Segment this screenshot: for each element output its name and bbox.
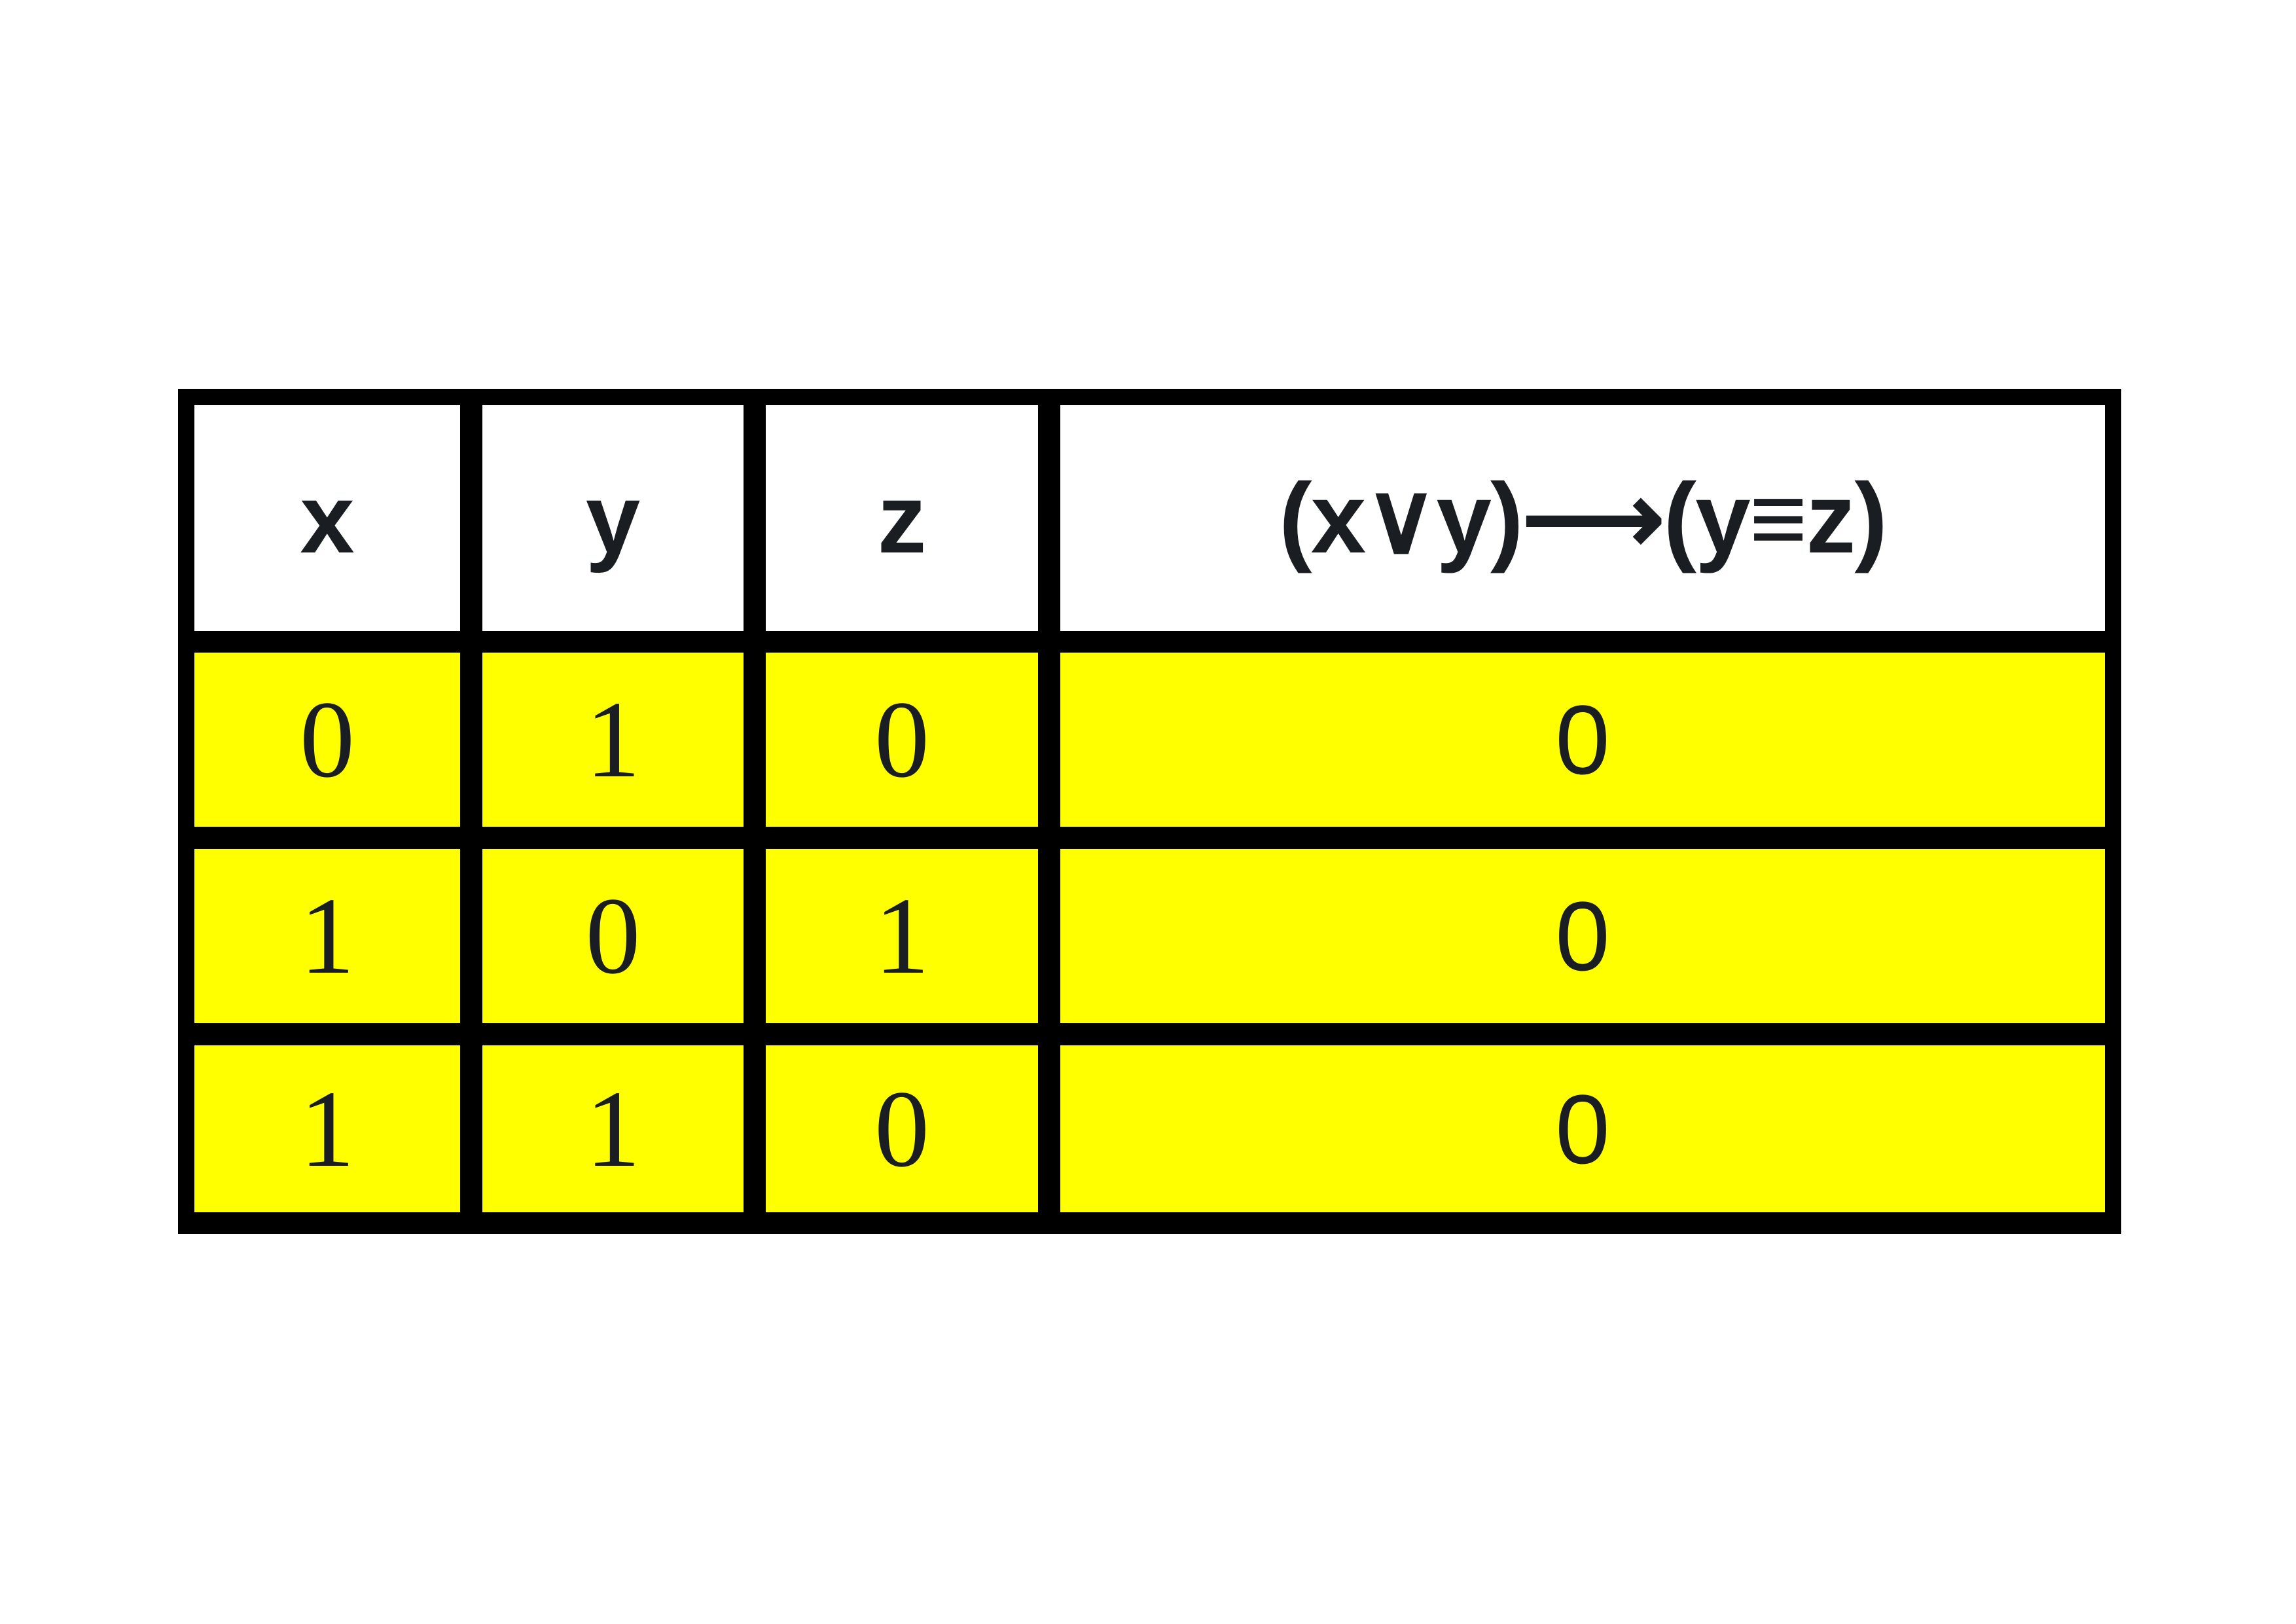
column-divider-2 <box>744 1045 766 1212</box>
table-row: 0 <box>194 653 460 827</box>
table-row: 1 <box>194 849 460 1023</box>
table-row: 1 <box>766 849 1038 1023</box>
row-divider-1-2 <box>482 827 744 849</box>
row-divider-1-3 <box>766 827 1038 849</box>
column-divider-3 <box>1038 1045 1060 1212</box>
row-divider-1-j1 <box>460 827 482 849</box>
row-divider-1-j2 <box>744 827 766 849</box>
column-divider-1 <box>460 1045 482 1212</box>
table-row: 1 <box>482 653 744 827</box>
column-divider-1 <box>460 653 482 827</box>
truth-table: x y z (x∨y)⟶(y≡z) 0 1 0 0 1 <box>178 389 2121 1234</box>
table-header-cell-formula: (x∨y)⟶(y≡z) <box>1060 405 2105 631</box>
row-divider-1 <box>194 827 460 849</box>
row-divider-1-j3 <box>1038 827 1060 849</box>
row-divider-header-3 <box>766 631 1038 653</box>
row-divider-1-4 <box>1060 827 2105 849</box>
row-divider-2-j1 <box>460 1023 482 1045</box>
row-divider-header-j2 <box>744 631 766 653</box>
column-divider-2 <box>744 405 766 631</box>
row-divider-header-j3 <box>1038 631 1060 653</box>
table-header-cell-y: y <box>482 405 744 631</box>
column-divider-1 <box>460 405 482 631</box>
row-divider-2-j2 <box>744 1023 766 1045</box>
column-divider-1 <box>460 849 482 1023</box>
table-row: 0 <box>766 1045 1038 1212</box>
row-divider-2-j3 <box>1038 1023 1060 1045</box>
table-header-cell-z: z <box>766 405 1038 631</box>
column-divider-2 <box>744 653 766 827</box>
truth-table-grid: x y z (x∨y)⟶(y≡z) 0 1 0 0 1 <box>178 389 2121 1234</box>
row-divider-2-3 <box>766 1023 1038 1045</box>
table-row: 1 <box>194 1045 460 1212</box>
table-row: 0 <box>1060 653 2105 827</box>
row-divider-header-4 <box>1060 631 2105 653</box>
column-divider-2 <box>744 849 766 1023</box>
column-divider-3 <box>1038 653 1060 827</box>
column-divider-3 <box>1038 849 1060 1023</box>
row-divider-2-4 <box>1060 1023 2105 1045</box>
table-row: 0 <box>482 849 744 1023</box>
table-row: 1 <box>482 1045 744 1212</box>
row-divider-header-2 <box>482 631 744 653</box>
formula-expression: (x∨y)⟶(y≡z) <box>1279 462 1888 574</box>
row-divider-header-j1 <box>460 631 482 653</box>
row-divider-2-2 <box>482 1023 744 1045</box>
table-row: 0 <box>1060 849 2105 1023</box>
row-divider-header <box>194 631 460 653</box>
table-row: 0 <box>1060 1045 2105 1212</box>
table-row: 0 <box>766 653 1038 827</box>
row-divider-2 <box>194 1023 460 1045</box>
column-divider-3 <box>1038 405 1060 631</box>
table-header-cell-x: x <box>194 405 460 631</box>
